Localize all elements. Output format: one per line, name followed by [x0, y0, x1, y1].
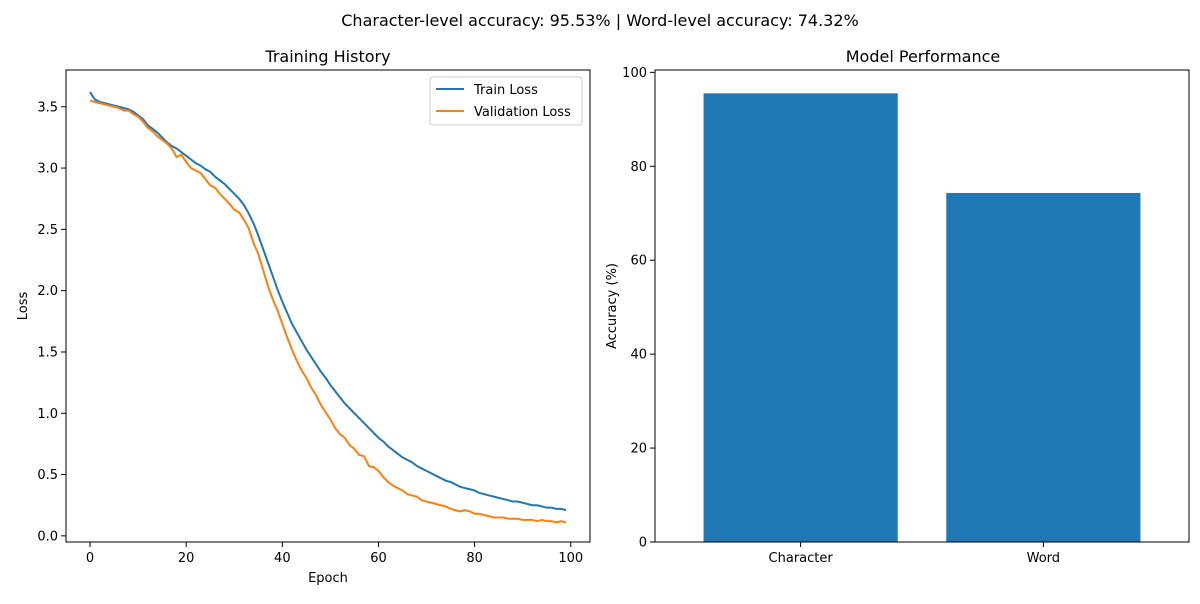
bar-character [703, 93, 898, 542]
y-tick-label: 100 [622, 66, 647, 81]
y-tick-label: 2.0 [37, 284, 58, 299]
training-history-title: Training History [264, 47, 390, 66]
training-history-frame [65, 69, 591, 543]
y-tick-label: 3.5 [37, 100, 58, 115]
legend-train-loss-label: Train Loss [473, 83, 538, 98]
epoch-axis-label: Epoch [308, 571, 348, 586]
y-tick-label: 0.0 [37, 529, 58, 544]
accuracy-ticks-layer: Character Word 0 20 40 60 80 100 [622, 66, 1060, 566]
loss-ticks-layer: 0 20 40 60 80 100 0.0 0.5 1.0 1.5 2.0 2.5 3.0 3.5 [37, 100, 583, 566]
y-tick-label: 60 [630, 254, 647, 269]
accuracy-bars-layer [703, 93, 1141, 542]
accuracy-axis-label: Accuracy (%) [605, 263, 620, 349]
x-tick-label: 20 [178, 551, 195, 566]
y-tick-label: 2.5 [37, 223, 58, 238]
model-performance-chart: Model Performance Character Word 0 20 40 60 80… [605, 47, 1190, 566]
x-tick-label: 0 [86, 551, 94, 566]
bar-word [946, 192, 1141, 542]
loss-lines-layer [89, 91, 567, 524]
x-tick-label: 80 [466, 551, 483, 566]
y-tick-label: 20 [630, 442, 647, 457]
model-performance-title: Model Performance [846, 47, 1001, 66]
legend-box [429, 76, 583, 126]
category-label-character: Character [769, 551, 834, 566]
figure-suptitle: Character-level accuracy: 95.53% | Word-… [341, 11, 858, 30]
series-line-train-loss [89, 91, 567, 512]
y-tick-label: 3.0 [37, 162, 58, 177]
loss-axis-label: Loss [16, 292, 31, 321]
model-performance-frame [654, 69, 1190, 543]
y-tick-label: 1.5 [37, 345, 58, 360]
loss-legend: Train Loss Validation Loss [429, 76, 583, 126]
x-tick-label: 60 [370, 551, 387, 566]
y-tick-label: 1.0 [37, 407, 58, 422]
y-tick-label: 0.5 [37, 468, 58, 483]
x-tick-label: 100 [558, 551, 583, 566]
category-label-word: Word [1027, 551, 1060, 566]
x-tick-label: 40 [274, 551, 291, 566]
training-history-chart: Training History 0 20 40 60 80 100 0.0 0.5 1.0 1.… [16, 47, 591, 586]
series-line-validation-loss [89, 99, 567, 524]
y-tick-label: 0 [639, 536, 647, 551]
y-tick-label: 40 [630, 348, 647, 363]
y-tick-label: 80 [630, 160, 647, 175]
legend-validation-loss-label: Validation Loss [474, 105, 571, 120]
